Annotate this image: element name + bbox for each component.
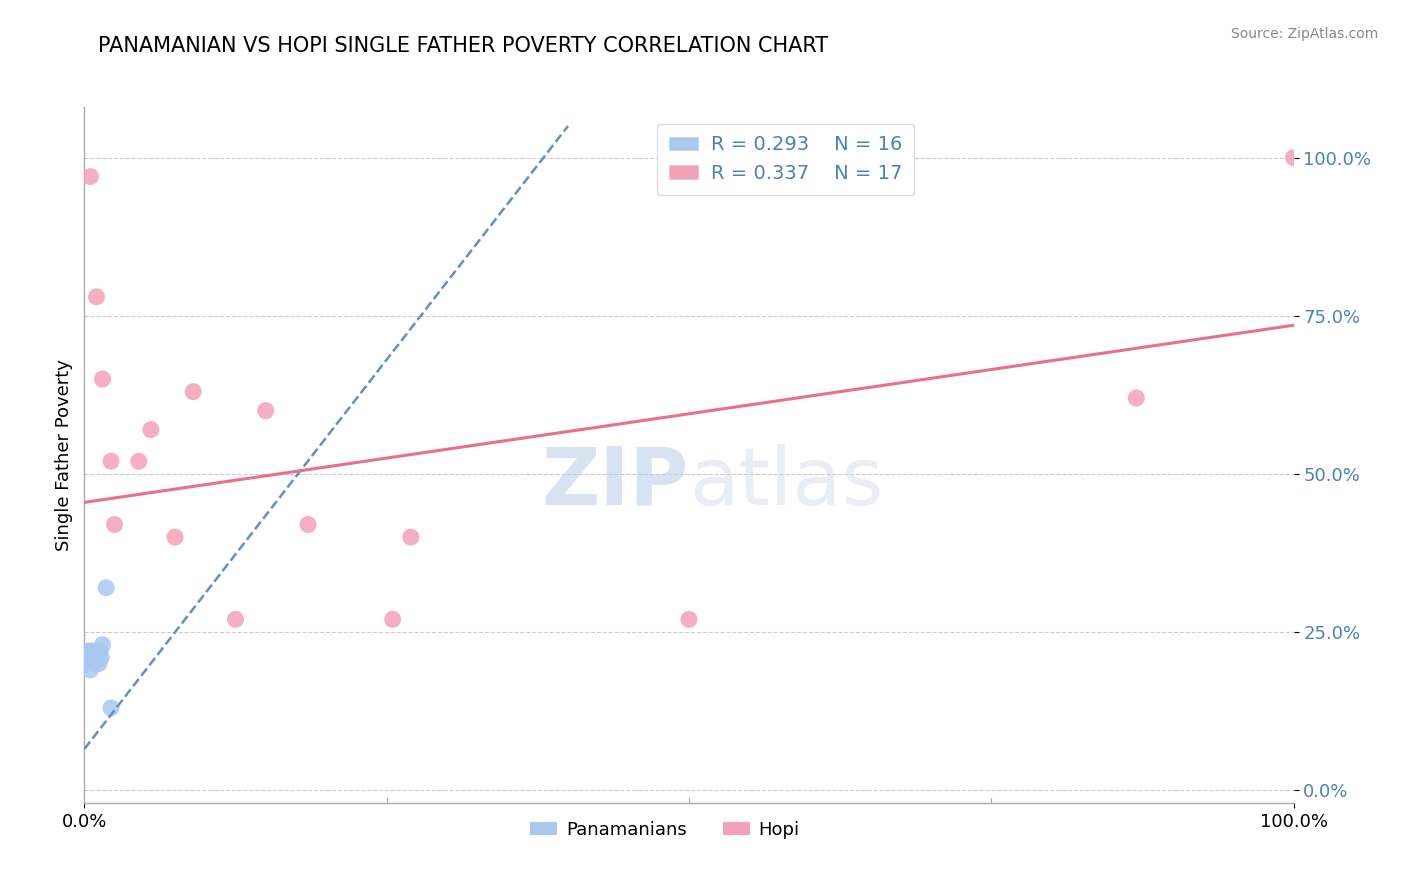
Point — [399, 530, 422, 544]
Point — [128, 454, 150, 468]
Point — [86, 290, 108, 304]
Text: PANAMANIAN VS HOPI SINGLE FATHER POVERTY CORRELATION CHART: PANAMANIAN VS HOPI SINGLE FATHER POVERTY… — [98, 36, 828, 55]
Point — [165, 530, 187, 544]
Point — [84, 650, 107, 665]
Point — [100, 701, 122, 715]
Point — [181, 384, 204, 399]
Point — [77, 644, 100, 658]
Point — [79, 663, 101, 677]
Point — [87, 657, 110, 671]
Point — [91, 638, 114, 652]
Point — [86, 650, 108, 665]
Point — [225, 612, 247, 626]
Point — [104, 517, 127, 532]
Point — [91, 372, 114, 386]
Point — [86, 644, 108, 658]
Point — [1125, 391, 1147, 405]
Text: Source: ZipAtlas.com: Source: ZipAtlas.com — [1230, 27, 1378, 41]
Point — [90, 650, 112, 665]
Point — [1282, 151, 1305, 165]
Point — [381, 612, 404, 626]
Point — [139, 423, 162, 437]
Text: ZIP: ZIP — [541, 443, 689, 522]
Point — [73, 657, 96, 671]
Point — [678, 612, 700, 626]
Y-axis label: Single Father Poverty: Single Father Poverty — [55, 359, 73, 551]
Legend: Panamanians, Hopi: Panamanians, Hopi — [523, 814, 807, 846]
Point — [82, 650, 104, 665]
Point — [297, 517, 319, 532]
Text: atlas: atlas — [689, 443, 883, 522]
Point — [254, 403, 277, 417]
Point — [89, 644, 111, 658]
Point — [83, 657, 105, 671]
Point — [77, 650, 100, 665]
Point — [100, 454, 122, 468]
Point — [79, 169, 101, 184]
Point — [94, 581, 117, 595]
Point — [80, 644, 103, 658]
